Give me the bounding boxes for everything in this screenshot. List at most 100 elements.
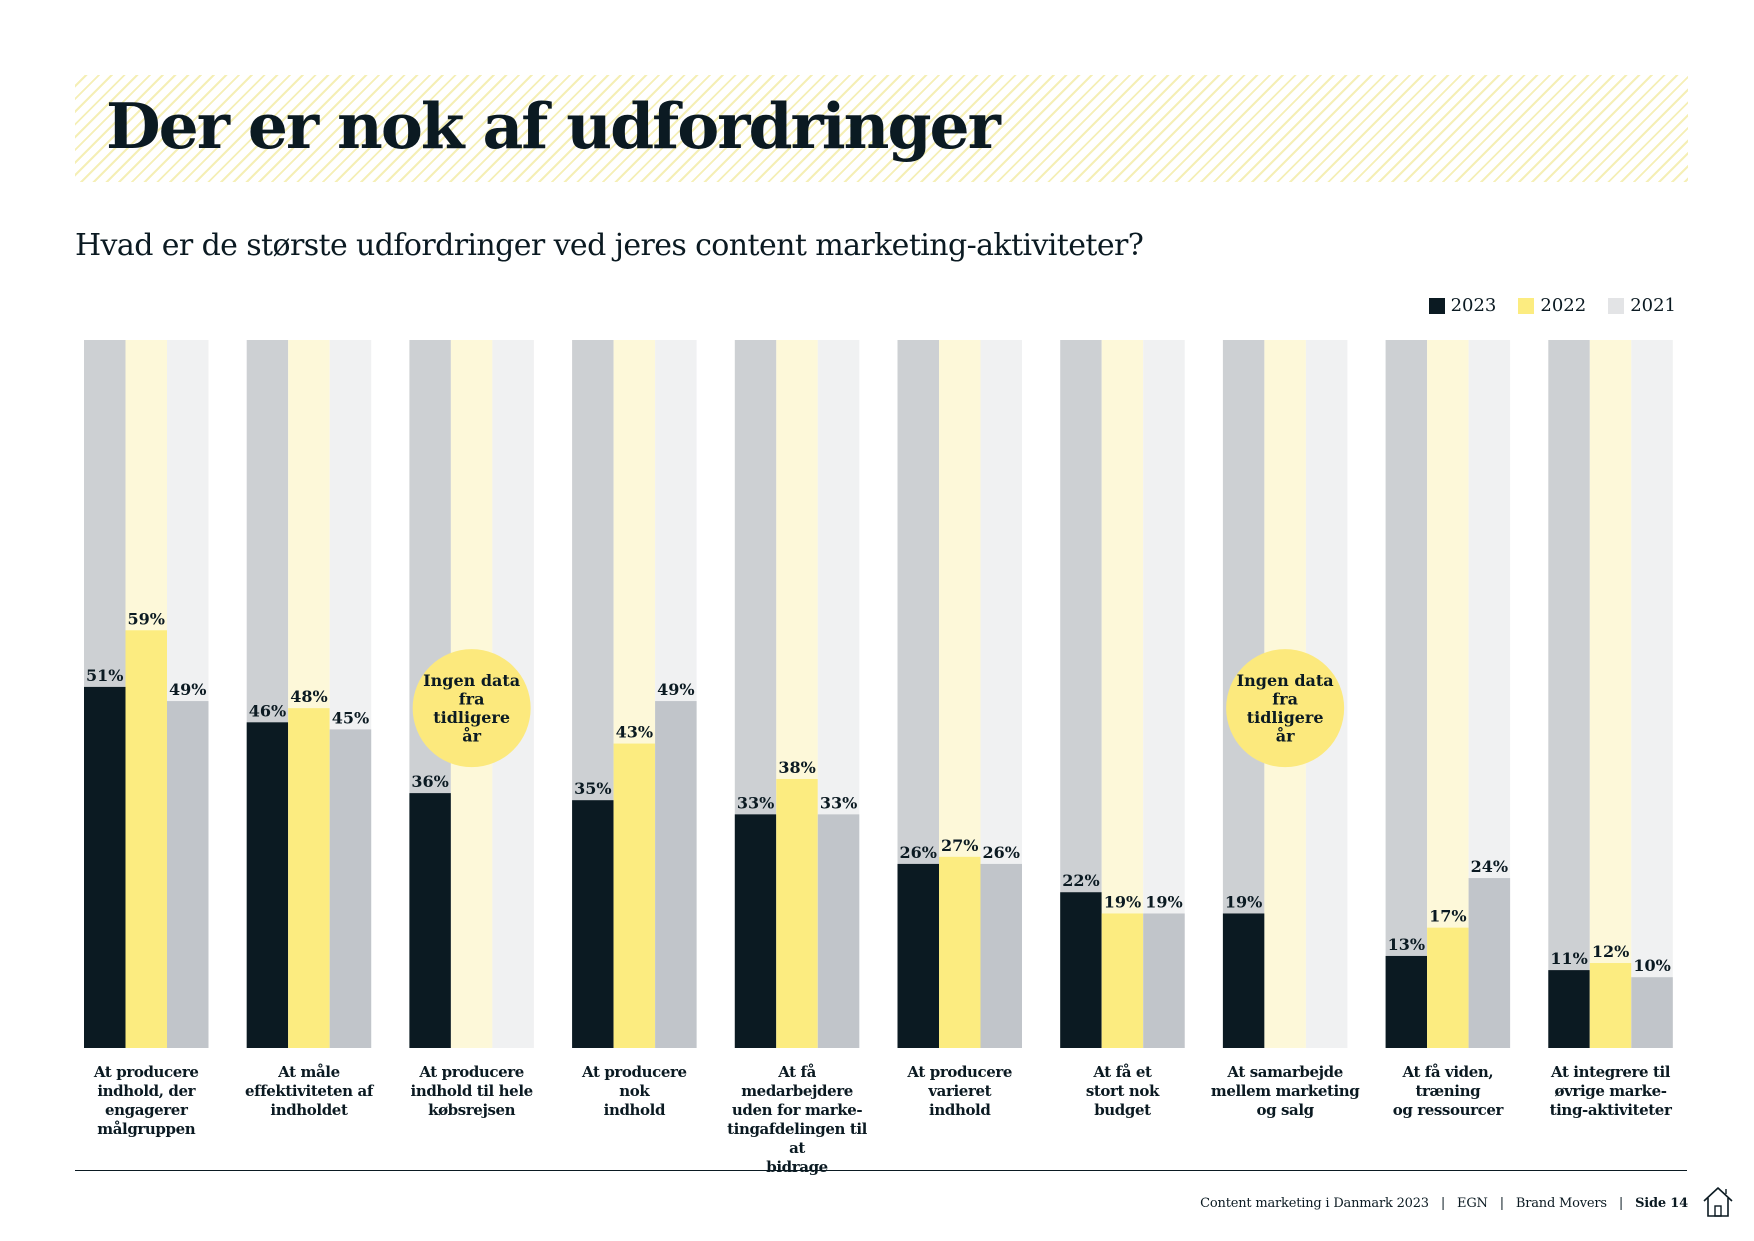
bar-2023	[734, 814, 777, 1048]
category-label-line: At producere	[582, 1063, 687, 1081]
bar-2021	[817, 814, 860, 1048]
category-label: At få et stort nok budget	[1046, 1063, 1198, 1120]
footer-page-number: Side 14	[1635, 1196, 1688, 1211]
category-label-line: varieret	[928, 1082, 992, 1100]
category-label: At producere indhold til hele købsrejsen	[396, 1063, 548, 1120]
category-label: At samarbejde mellem marketing og salg	[1209, 1063, 1361, 1120]
data-label-2022: 12%	[1592, 942, 1629, 961]
bar-2022	[939, 856, 981, 1048]
footer-rule	[75, 1170, 1687, 1171]
bar-2022	[1101, 913, 1144, 1048]
no-data-text: Ingen data	[423, 671, 520, 690]
title-band	[75, 75, 1688, 182]
data-label-2022: 17%	[1429, 907, 1466, 926]
legend-label-2023: 2023	[1450, 295, 1497, 316]
data-label-2021: 10%	[1633, 956, 1670, 975]
category-label-line: At få viden, træning	[1402, 1063, 1494, 1100]
data-label-2022: 27%	[941, 836, 978, 855]
bar-2021	[1631, 977, 1673, 1048]
no-data-text: tidligere	[1247, 708, 1324, 727]
data-label-2023: 46%	[249, 701, 286, 720]
bar-2022	[125, 630, 167, 1048]
bar-2023	[246, 722, 289, 1048]
bar-2022	[613, 743, 656, 1048]
data-label-2021: 33%	[820, 793, 857, 812]
data-label-2023: 26%	[900, 843, 937, 862]
bar-2022	[288, 708, 330, 1048]
data-label-2023: 11%	[1550, 949, 1587, 968]
category-label-line: stort nok	[1085, 1082, 1160, 1100]
legend-label-2021: 2021	[1630, 295, 1676, 316]
data-label-2022: 38%	[778, 758, 815, 777]
footer: Content marketing i Danmark 2023 | EGN |…	[1200, 1196, 1688, 1211]
category-label-line: At integrere til	[1550, 1063, 1671, 1081]
no-data-text: fra	[459, 690, 485, 709]
bar-2021	[1468, 878, 1511, 1048]
data-label-2021: 19%	[1145, 892, 1182, 911]
category-label: At få viden, træning og ressourcer	[1372, 1063, 1524, 1120]
no-data-text: tidligere	[433, 708, 510, 727]
footer-separator: |	[1618, 1196, 1624, 1211]
chart-legend: 2023 2022 2021	[1428, 295, 1676, 316]
footer-separator: |	[1499, 1196, 1504, 1211]
data-label-2021: 49%	[169, 680, 206, 699]
bar-2023	[1060, 892, 1102, 1048]
category-label: At integrere til øvrige marke-ting-aktivi…	[1535, 1063, 1687, 1120]
bar-2021	[980, 863, 1022, 1048]
home-icon[interactable]	[1700, 1184, 1736, 1220]
bar-2021	[655, 701, 697, 1048]
category-label: At producere indhold, der engagerer målgrup…	[70, 1063, 222, 1139]
bar-2023	[84, 686, 126, 1048]
data-label-2022: 19%	[1104, 892, 1141, 911]
legend-swatch-2023	[1428, 297, 1445, 314]
category-label-line: indhold, der	[97, 1082, 196, 1100]
legend-item-2022: 2022	[1518, 295, 1586, 316]
category-label-line: ting-aktiviteter	[1549, 1101, 1672, 1119]
category-label: At producere nok indhold	[558, 1063, 710, 1120]
bar-background-2022	[1589, 340, 1632, 1048]
data-label-2023: 36%	[411, 772, 448, 791]
legend-item-2021: 2021	[1608, 295, 1676, 316]
category-label: At måle effektiviteten af indholdet	[233, 1063, 385, 1120]
data-label-2021: 26%	[983, 843, 1020, 862]
footer-separator: |	[1440, 1196, 1446, 1211]
legend-label-2022: 2022	[1540, 295, 1587, 316]
category-label-line: At måle	[278, 1063, 340, 1081]
category-label-line: og ressourcer	[1392, 1101, 1504, 1119]
legend-swatch-2022	[1518, 297, 1535, 314]
bar-2022	[1427, 927, 1469, 1048]
data-label-2022: 43%	[616, 723, 653, 742]
no-data-badge	[1226, 649, 1345, 768]
bar-2023	[572, 800, 614, 1048]
category-label-line: nok	[619, 1082, 650, 1100]
data-label-2023: 35%	[574, 779, 611, 798]
category-label-line: indhold	[929, 1101, 991, 1119]
bar-2023	[897, 863, 939, 1048]
data-label-2021: 24%	[1471, 857, 1508, 876]
bar-background-2021	[1631, 340, 1673, 1048]
bar-2023	[1385, 955, 1428, 1048]
bar-background-2023	[1548, 340, 1590, 1048]
category-label-line: At producere	[419, 1063, 524, 1081]
category-label: At få medarbejdere uden for marke-tingafd…	[721, 1063, 873, 1177]
category-label-line: indholdet	[270, 1101, 348, 1119]
data-label-2023: 51%	[86, 666, 123, 685]
data-label-2023: 22%	[1062, 871, 1099, 890]
footer-org-brand-movers: Brand Movers	[1515, 1196, 1607, 1211]
bar-2022	[1589, 963, 1632, 1048]
category-label-line: At producere	[907, 1063, 1013, 1081]
category-label-line: budget	[1094, 1101, 1151, 1119]
no-data-text: fra	[1272, 690, 1298, 709]
category-label-line: indhold	[603, 1101, 666, 1119]
no-data-badge	[412, 649, 531, 768]
bar-2021	[329, 729, 372, 1048]
bar-2023	[409, 793, 451, 1048]
category-label-line: At samarbejde	[1227, 1063, 1343, 1081]
legend-item-2023: 2023	[1428, 295, 1497, 316]
category-label-line: mellem marketing	[1210, 1082, 1360, 1100]
category-label: At producere varieret indhold	[884, 1063, 1036, 1120]
category-label-line: målgruppen	[97, 1120, 196, 1138]
data-label-2022: 59%	[128, 609, 165, 628]
data-label-2021: 45%	[332, 708, 369, 727]
